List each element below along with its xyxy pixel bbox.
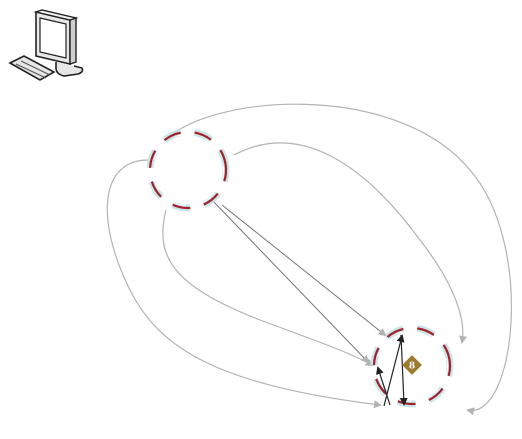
node-a[interactable] [144, 126, 232, 214]
connectors-dark [376, 334, 408, 407]
connector-straight-1 [211, 199, 370, 364]
connector-dark-2 [399, 334, 408, 406]
connectors-gray [106, 103, 512, 416]
count-badge-label: 8 [409, 362, 415, 372]
connector-left-arc [162, 209, 374, 367]
connector-outer-left-loop [106, 159, 382, 409]
connector-straight-2 [221, 204, 387, 337]
connector-right-arc [233, 142, 468, 344]
connector-outer-loop [165, 103, 512, 416]
count-badge: 8 [402, 355, 422, 375]
keyboard-graphic [8, 55, 56, 81]
connectors-mid [211, 199, 387, 364]
connector-dark-3 [376, 366, 391, 406]
monitor-graphic [33, 9, 84, 77]
desktop-computer-icon [8, 8, 90, 86]
desktop-computer-icon-graphic [8, 9, 84, 81]
